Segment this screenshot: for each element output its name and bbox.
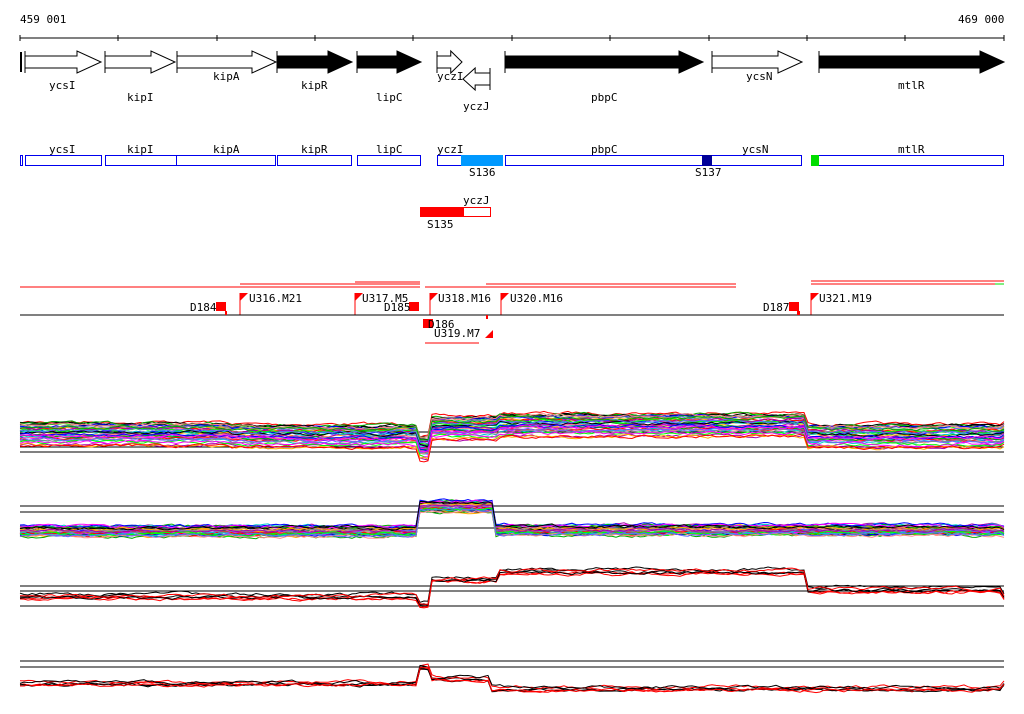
expression-trace xyxy=(19,507,1005,537)
expression-trace xyxy=(20,571,1005,609)
feature-track xyxy=(20,280,1004,344)
expression-trace xyxy=(19,430,1005,460)
expression-trace xyxy=(19,566,1005,603)
segment-track xyxy=(20,155,1004,166)
start-coordinate: 459 001 xyxy=(20,13,66,26)
gene-arrow-pbpC[interactable] xyxy=(504,50,705,74)
gene-track xyxy=(20,49,1006,92)
gene-label[interactable]: yczJ xyxy=(463,100,490,113)
gene-label: ycsN xyxy=(742,143,769,156)
end-coordinate: 469 000 xyxy=(958,13,1004,26)
feature-U318[interactable]: U318.M16 xyxy=(438,292,491,305)
feature-D186[interactable]: D186 xyxy=(428,318,455,331)
expression-trace xyxy=(19,420,1005,447)
expression-panel-3 xyxy=(19,566,1005,609)
expression-trace xyxy=(19,571,1005,609)
gene-fragment xyxy=(20,52,22,72)
gene-label: yczI xyxy=(437,143,464,156)
expression-trace xyxy=(19,504,1005,534)
segment-gene-labels: ycsI kipI kipA kipR lipC yczI pbpC ycsN … xyxy=(49,143,925,156)
segment-label-S136: S136 xyxy=(469,166,496,179)
segment-S135[interactable] xyxy=(420,207,463,217)
segment-green[interactable] xyxy=(811,155,819,166)
gene-label[interactable]: yczI xyxy=(437,70,464,83)
feature-U319[interactable]: U319.M7 xyxy=(434,327,480,340)
gene-label[interactable]: kipA xyxy=(213,70,240,83)
gene-label[interactable]: pbpC xyxy=(591,91,618,104)
expression-trace xyxy=(19,502,1005,533)
gene-label: lipC xyxy=(376,143,403,156)
gene-label[interactable]: lipC xyxy=(376,91,403,104)
gene-arrow-ycsN[interactable] xyxy=(711,50,804,74)
expression-trace xyxy=(19,570,1005,606)
gene-arrow-kipI[interactable] xyxy=(104,50,177,74)
expression-trace xyxy=(19,507,1005,538)
gene-label: yczJ xyxy=(463,194,490,207)
feature-U316[interactable]: U316.M21 xyxy=(249,292,302,305)
feature-D184[interactable]: D184 xyxy=(190,301,217,314)
expression-trace xyxy=(19,418,1005,445)
segment-S136[interactable] xyxy=(461,155,503,166)
expression-trace xyxy=(19,412,1005,438)
expression-trace xyxy=(20,569,1005,606)
expression-trace xyxy=(19,664,1005,691)
expression-trace xyxy=(19,507,1005,538)
feature-U320[interactable]: U320.M16 xyxy=(510,292,563,305)
gene-label: pbpC xyxy=(591,143,618,156)
gene-arrow-mtlR[interactable] xyxy=(818,50,1006,74)
feature-U321[interactable]: U321.M19 xyxy=(819,292,872,305)
expression-panel-4 xyxy=(19,660,1005,694)
gene-label: kipA xyxy=(213,143,240,156)
gene-label[interactable]: ycsI xyxy=(49,79,76,92)
expression-trace xyxy=(19,501,1005,531)
segment-S137[interactable] xyxy=(702,155,712,166)
expression-panel-1 xyxy=(19,410,1005,463)
expression-trace xyxy=(19,433,1005,463)
gene-label[interactable]: kipR xyxy=(301,79,328,92)
ruler xyxy=(19,35,1005,41)
gene-label: ycsI xyxy=(49,143,76,156)
gene-arrow-kipR[interactable] xyxy=(276,50,354,74)
gene-label[interactable]: kipI xyxy=(127,91,154,104)
expression-trace xyxy=(19,427,1005,453)
gene-arrow-yczI[interactable] xyxy=(436,49,463,75)
gene-arrow-ycsI[interactable] xyxy=(24,50,103,74)
gene-label: mtlR xyxy=(898,143,925,156)
expression-trace xyxy=(19,424,1005,453)
segment-label-S135: S135 xyxy=(427,218,454,231)
feature-D187[interactable]: D187 xyxy=(763,301,790,314)
expression-trace xyxy=(19,423,1005,452)
gene-label: kipI xyxy=(127,143,154,156)
gene-label[interactable]: mtlR xyxy=(898,79,925,92)
expression-trace xyxy=(19,567,1005,605)
expression-trace xyxy=(19,415,1005,441)
segment-S135-outline xyxy=(463,207,491,217)
gene-label[interactable]: ycsN xyxy=(746,70,773,83)
gene-arrow-lipC[interactable] xyxy=(356,50,423,74)
gene-label: kipR xyxy=(301,143,328,156)
feature-U317[interactable]: U317.M5 xyxy=(362,292,408,305)
gene-arrow-yczJ[interactable] xyxy=(462,66,491,92)
expression-panel-2 xyxy=(19,498,1005,540)
feature-markers xyxy=(216,293,819,338)
expression-trace xyxy=(20,666,1005,693)
gene-labels: ycsI kipI kipA kipR lipC yczI yczJ pbpC … xyxy=(49,70,925,113)
feature-D185[interactable]: D185 xyxy=(384,301,411,314)
gene-arrow-kipA[interactable] xyxy=(176,50,278,74)
segment-label-S137: S137 xyxy=(695,166,722,179)
